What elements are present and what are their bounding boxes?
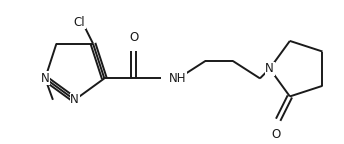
Text: O: O: [129, 31, 138, 44]
Text: N: N: [265, 62, 274, 75]
Text: O: O: [272, 128, 281, 141]
Text: Cl: Cl: [74, 16, 85, 29]
Text: NH: NH: [169, 72, 186, 85]
Text: N: N: [71, 93, 79, 106]
Text: N: N: [41, 72, 50, 85]
